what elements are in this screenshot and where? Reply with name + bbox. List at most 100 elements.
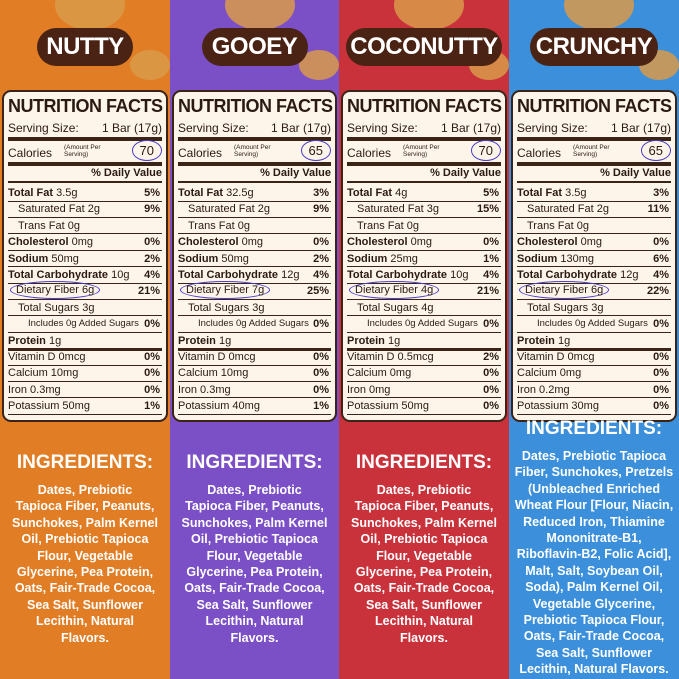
ingredients-line: Sunchokes, Palm Kernel	[181, 515, 328, 530]
nutrient-amount: 40mg	[229, 400, 260, 413]
daily-value: 0%	[653, 236, 669, 249]
nutrient-amount: 1g	[215, 334, 232, 347]
nutrient-row: Dietary Fiber 4g 21%	[347, 281, 501, 300]
nutrient-name: Vitamin D 0mcg	[8, 351, 86, 363]
nutrient-row: Trans Fat 0g	[517, 218, 671, 234]
daily-value: 21%	[137, 285, 160, 298]
nutrient-row: Total Fat 3.5g 3%	[517, 185, 671, 201]
calories-value: 70	[470, 140, 501, 161]
rule	[347, 233, 501, 235]
rule	[347, 200, 501, 202]
nutrient-row: Iron 0.3mg 0%	[178, 382, 331, 398]
ingredients-line: Soda), Palm Kernel Oil,	[525, 580, 663, 595]
serving-label: Serving Size:	[178, 121, 249, 135]
nutrient-name: Potassium 50mg	[8, 400, 90, 413]
daily-value: 0%	[483, 400, 499, 413]
nutrient-name: Total Carbohydrate 12g	[178, 269, 300, 281]
nutrient-name: Trans Fat 0g	[188, 219, 250, 232]
rule	[517, 200, 671, 202]
rule	[178, 162, 331, 166]
daily-value: 15%	[476, 203, 499, 216]
nutrient-name: Total Sugars 3g	[527, 301, 604, 314]
calories-value: 65	[300, 140, 331, 161]
facts-title: NUTRITION FACTS	[347, 96, 502, 116]
rule	[178, 181, 331, 183]
daily-value: 22%	[646, 285, 669, 298]
flavor-label: GOOEY	[201, 28, 308, 66]
nutrient-row: Protein 1g	[8, 333, 162, 349]
nutrient-name: Iron 0mg	[347, 383, 391, 396]
rule	[178, 397, 331, 399]
daily-value: 5%	[144, 187, 160, 199]
ingredients-line: Oats, Fair-Trade Cocoa,	[184, 581, 325, 596]
ingredients-line: Malt, Salt, Soybean Oil,	[525, 563, 663, 578]
nutrient-row: Protein 1g	[517, 333, 671, 349]
nutrition-facts: NUTRITION FACTS Serving Size: 1 Bar (17g) C…	[341, 90, 507, 422]
nutrient-name: Cholesterol 0mg	[178, 236, 263, 249]
daily-value: 21%	[476, 285, 499, 298]
nutrient-name: Calcium 0mg	[517, 367, 582, 380]
food-image	[55, 0, 125, 30]
nutrient-name: Iron 0.2mg	[517, 383, 570, 396]
nutrient-row: Includes 0g Added Sugars 0%	[517, 316, 671, 332]
per-serving: (Amount Per Serving)	[64, 144, 101, 158]
daily-value: 1%	[313, 400, 329, 413]
ingredients-line: (Unbleached Enriched	[528, 481, 660, 496]
nutrient-amount: 0mg	[68, 236, 93, 249]
nutrient-row: Includes 0g Added Sugars 0%	[178, 316, 331, 332]
nutrient-row: Total Carbohydrate 12g 4%	[178, 267, 331, 283]
nutrient-row: Total Fat 3.5g 5%	[8, 185, 162, 201]
daily-value: 0%	[653, 318, 669, 331]
daily-value: 0%	[144, 236, 160, 249]
nutrient-row: Includes 0g Added Sugars 0%	[8, 316, 162, 332]
ingredients-line: Tapioca Fiber, Peanuts,	[354, 499, 494, 514]
daily-value: 4%	[144, 269, 160, 281]
nutrient-amount: 4g	[418, 301, 434, 314]
nutrient-name: Protein 1g	[8, 334, 62, 347]
ingredients-line: Flavors.	[61, 630, 109, 645]
rule	[178, 315, 331, 317]
nutrient-row: Iron 0.2mg 0%	[517, 382, 671, 398]
daily-value-label: % Daily Value	[430, 167, 501, 179]
nutrient-row: Includes 0g Added Sugars 0%	[347, 316, 501, 332]
nutrient-amount: 50mg	[218, 252, 249, 265]
nutrient-name: Trans Fat 0g	[357, 219, 419, 232]
nutrient-row: Trans Fat 0g	[347, 218, 501, 234]
nutrient-amount: 4g	[392, 187, 408, 199]
nutrient-name: Dietary Fiber 7g	[180, 281, 271, 300]
ingredients-line: Oil, Prebiotic Tapioca	[360, 532, 488, 547]
nutrient-name: Protein 1g	[517, 334, 571, 347]
rule	[8, 200, 162, 202]
ingredients-line: Dates, Prebiotic	[376, 483, 472, 497]
nutrient-name: Potassium 40mg	[178, 400, 260, 413]
nutrient-amount: 0mcg	[55, 351, 86, 363]
rule	[517, 413, 671, 415]
serving-size: 1 Bar (17g)	[101, 121, 162, 135]
nutrient-amount: 0.2mg	[535, 383, 570, 396]
rule	[517, 266, 671, 267]
nutrient-name: Dietary Fiber 6g	[10, 281, 101, 300]
nutrient-row: Total Carbohydrate 12g 4%	[517, 267, 671, 283]
nutrient-name: Cholesterol 0mg	[517, 236, 602, 249]
nutrient-amount: 2g	[593, 203, 609, 216]
serving-label: Serving Size:	[347, 121, 418, 135]
daily-value: 0%	[483, 236, 499, 249]
nutrient-row: Saturated Fat 2g 9%	[8, 201, 162, 217]
nutrient-row: Cholesterol 0mg 0%	[8, 234, 162, 250]
nutrient-name: Potassium 50mg	[347, 400, 429, 413]
nutrient-row: Calcium 10mg 0%	[8, 365, 162, 381]
nutrient-amount: 10g	[447, 269, 469, 281]
nutrient-name: Trans Fat 0g	[18, 219, 80, 232]
nutrient-row: Sodium 50mg 2%	[8, 251, 162, 267]
nutrient-row: Sodium 50mg 2%	[178, 251, 331, 267]
nutrient-name: Cholesterol 0mg	[347, 236, 432, 249]
daily-value: 0%	[483, 318, 499, 331]
nutrient-row: Calcium 0mg 0%	[347, 365, 501, 381]
ingredients-line: Glycerine, Pea Protein,	[186, 565, 323, 580]
flavor-label: COCONUTTY	[346, 28, 502, 66]
ingredients-line: Flavors.	[400, 630, 448, 645]
nutrient-name: Includes 0g Added Sugars	[537, 318, 648, 330]
nutrient-row: Cholesterol 0mg 0%	[347, 234, 501, 250]
daily-value: 0%	[653, 367, 669, 380]
nutrient-name: Saturated Fat 3g	[357, 203, 439, 216]
